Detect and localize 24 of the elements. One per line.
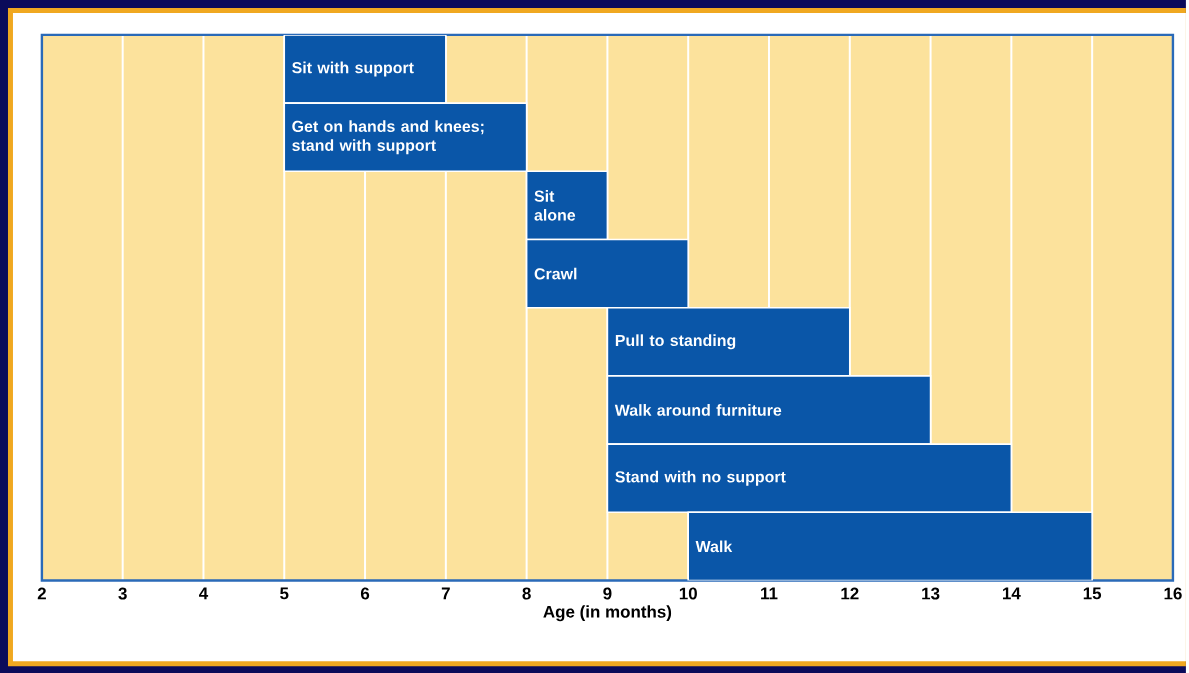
x-tick-label: 5 <box>280 587 289 600</box>
y-tick-label: Stand with no support <box>615 470 786 486</box>
x-tick-label: 4 <box>199 587 209 600</box>
x-tick-label: 10 <box>679 587 697 600</box>
y-tick-label: Sit alone <box>534 189 576 221</box>
x-tick-label: 8 <box>522 587 531 600</box>
x-tick-label: 2 <box>37 587 46 600</box>
x-tick-label: 6 <box>360 587 370 600</box>
x-tick-label: 9 <box>603 587 612 600</box>
y-tick-label: Crawl <box>534 267 577 280</box>
y-tick-label: Pull to standing <box>615 334 736 350</box>
x-tick-label: 14 <box>1002 587 1021 600</box>
x-tick-label: 7 <box>441 587 450 600</box>
y-tick-label: Get on hands and knees; stand with support <box>292 120 484 155</box>
x-tick-label: 16 <box>1164 587 1182 600</box>
y-tick-label: Walk around furniture <box>614 404 782 416</box>
x-tick-label: 11 <box>761 587 778 600</box>
y-tick-label: Walk <box>695 540 733 553</box>
x-axis-title: Age (in months) <box>543 605 672 622</box>
x-tick-label: 3 <box>118 587 127 600</box>
x-tick-label: 12 <box>841 587 859 600</box>
x-tick-label: 15 <box>1083 587 1102 600</box>
y-tick-label: Sit with support <box>292 61 414 77</box>
x-tick-label: 13 <box>922 587 940 600</box>
